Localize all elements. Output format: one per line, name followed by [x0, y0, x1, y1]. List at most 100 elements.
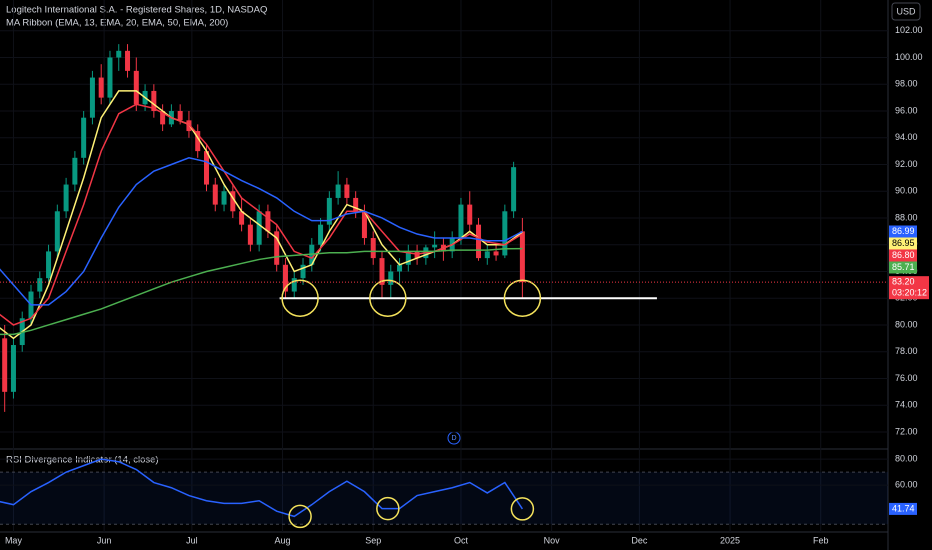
ema-line	[0, 247, 523, 336]
candle-body	[502, 211, 508, 256]
countdown: 03:20:12	[892, 288, 927, 298]
y-tick-label: 88.00	[895, 212, 918, 222]
candle-body	[10, 345, 16, 392]
price-tag	[889, 249, 917, 262]
candle-body	[107, 57, 113, 98]
y-tick-label: 72.00	[895, 426, 918, 436]
y-tick-label: 96.00	[895, 105, 918, 115]
candle-body	[151, 90, 157, 111]
x-tick-label: Aug	[275, 535, 291, 545]
candle-body	[361, 211, 367, 239]
candle-body	[265, 211, 271, 232]
candle-body	[370, 238, 376, 259]
x-tick-label: Jul	[186, 535, 198, 545]
y-tick-label: 98.00	[895, 79, 918, 89]
candle-body	[519, 231, 525, 283]
candle-body	[256, 211, 262, 245]
y-tick-label: 94.00	[895, 132, 918, 142]
x-tick-label: May	[5, 535, 23, 545]
candle-body	[98, 77, 104, 98]
candle-body	[493, 251, 499, 256]
candle-body	[511, 167, 517, 212]
x-tick-label: Jun	[97, 535, 112, 545]
rsi-highlight	[510, 497, 535, 521]
candle-body	[318, 224, 324, 245]
last-price-tag	[889, 276, 929, 300]
highlight-circle	[369, 279, 407, 317]
candle-body	[230, 191, 236, 212]
x-tick-label: Feb	[813, 535, 829, 545]
candle-body	[397, 264, 403, 272]
candle-body	[388, 271, 394, 285]
candle-body	[476, 224, 482, 259]
y-tick-label: 90.00	[895, 186, 918, 196]
highlight-circle	[281, 279, 319, 317]
chart-title: Logitech International S.A. - Registered…	[6, 5, 267, 16]
candle-body	[239, 211, 245, 225]
y-tick-label: 100.00	[895, 52, 923, 62]
candle-body	[291, 278, 297, 292]
y-tick-label: 102.00	[895, 25, 923, 35]
rsi-tag-label: 41.74	[892, 503, 915, 513]
rsi-title: RSI Divergence Indicator (14, close)	[6, 455, 159, 466]
price-tag-label: 86.80	[892, 250, 915, 260]
candle-body	[300, 264, 306, 279]
rsi-band	[0, 472, 888, 525]
candle-body	[81, 117, 87, 158]
candle-body	[405, 251, 411, 265]
candle-body	[2, 338, 8, 392]
candle-body	[484, 251, 490, 259]
rsi-highlight	[288, 504, 312, 529]
candle-body	[326, 197, 332, 225]
x-tick-label: 2025	[720, 535, 740, 545]
candle-body	[274, 231, 280, 265]
candle-body	[160, 110, 166, 125]
price-tag	[889, 237, 917, 250]
candle-body	[116, 50, 122, 58]
candle-body	[177, 110, 183, 121]
rsi-tick-label: 60.00	[895, 480, 918, 490]
candle-body	[458, 204, 464, 239]
x-tick-label: Sep	[365, 535, 381, 545]
rsi-tag	[889, 502, 917, 515]
price-tag-label: 85.71	[892, 262, 915, 272]
candle-body	[72, 157, 78, 185]
candle-body	[37, 278, 43, 292]
currency[interactable]: USD	[896, 6, 916, 16]
candle-body	[467, 204, 473, 225]
price-tag-label: 86.95	[892, 238, 915, 248]
rsi-tick-label: 80.00	[895, 453, 918, 463]
candle-body	[125, 50, 131, 71]
candle-body	[432, 244, 438, 248]
y-tick-label: 92.00	[895, 159, 918, 169]
highlight-circle	[503, 279, 542, 317]
rsi-line	[0, 458, 524, 518]
candle-body	[203, 151, 209, 185]
currency-button[interactable]	[891, 2, 921, 21]
candle-body	[344, 184, 350, 198]
y-tick-label: 74.00	[895, 400, 918, 410]
x-tick-label: Nov	[544, 535, 561, 545]
rsi-highlight	[376, 496, 400, 521]
price-tag	[889, 261, 917, 274]
event-marker[interactable]: D	[451, 435, 456, 442]
ema-line	[0, 157, 523, 306]
price-tag-label: 86.99	[892, 226, 915, 236]
candle-body	[212, 184, 218, 205]
candle-body	[54, 211, 60, 252]
last-price-label: 83.20	[892, 277, 915, 287]
price-tag	[889, 225, 917, 238]
y-tick-label: 76.00	[895, 373, 918, 383]
candle-body	[133, 70, 139, 105]
candle-body	[335, 184, 341, 198]
x-tick-label: Oct	[454, 535, 469, 545]
candle-body	[353, 197, 359, 212]
y-tick-label: 78.00	[895, 346, 918, 356]
x-tick-label: Dec	[631, 535, 648, 545]
candle-body	[46, 251, 52, 279]
candle-body	[247, 224, 253, 245]
candle-body	[63, 184, 69, 212]
candle-body	[282, 264, 288, 292]
